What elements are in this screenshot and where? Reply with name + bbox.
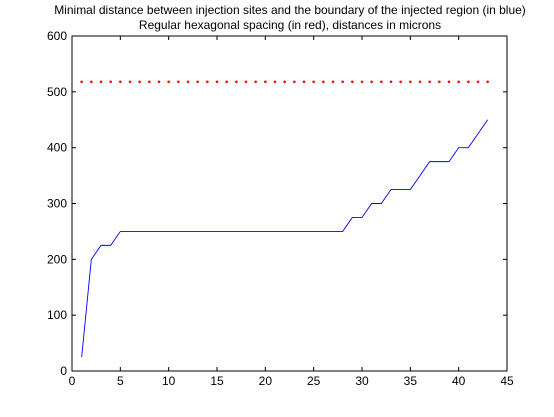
data-point-red [409, 80, 412, 84]
data-point-red [302, 80, 306, 84]
data-point-red [312, 80, 315, 84]
y-tick-label: 0 [60, 364, 67, 378]
data-point-red [99, 80, 103, 84]
data-point-red [457, 80, 460, 84]
y-tick-label: 400 [47, 141, 67, 155]
data-point-red [322, 80, 325, 84]
data-point-red [206, 80, 209, 84]
x-tick-label: 20 [259, 374, 273, 388]
data-point-red [380, 80, 383, 84]
series-group [80, 80, 489, 358]
data-point-red [341, 80, 344, 84]
data-point-red [119, 80, 122, 84]
chart-title: Minimal distance between injection sites… [54, 3, 526, 17]
data-point-red [80, 80, 83, 84]
x-tick-label: 45 [500, 374, 514, 388]
chart-subtitle: Regular hexagonal spacing (in red), dist… [139, 18, 441, 32]
data-point-red [486, 80, 489, 84]
data-point-red [370, 80, 373, 84]
data-point-red [399, 80, 402, 84]
y-tick-label: 200 [47, 252, 67, 266]
data-point-red [254, 80, 257, 84]
data-point-red [447, 80, 451, 84]
y-tick-label: 500 [47, 85, 67, 99]
data-point-red [225, 80, 228, 84]
x-tick-label: 30 [355, 374, 369, 388]
x-tick-label: 10 [162, 374, 176, 388]
data-point-red [215, 80, 219, 84]
data-point-red [476, 80, 480, 84]
x-tick-label: 15 [210, 374, 224, 388]
x-tick-label: 5 [117, 374, 124, 388]
data-point-red [196, 80, 199, 84]
data-point-red [138, 80, 141, 84]
data-point-red [109, 80, 112, 84]
data-point-red [167, 80, 170, 84]
x-tick-label: 40 [452, 374, 466, 388]
data-point-red [235, 80, 238, 84]
data-point-red [418, 80, 422, 84]
x-tick-label: 35 [404, 374, 418, 388]
data-point-red [283, 80, 286, 84]
y-tick-label: 600 [47, 29, 67, 43]
y-tick-label: 300 [47, 197, 67, 211]
data-point-red [293, 80, 296, 84]
data-point-red [428, 80, 431, 84]
data-point-red [186, 80, 190, 84]
data-point-red [467, 80, 470, 84]
data-point-red [389, 80, 393, 84]
data-point-red [273, 80, 277, 84]
data-point-red [128, 80, 132, 84]
x-tick-label: 25 [307, 374, 321, 388]
data-point-red [90, 80, 93, 84]
data-point-red [331, 80, 335, 84]
data-point-red [360, 80, 364, 84]
data-point-red [351, 80, 354, 84]
data-point-red [244, 80, 248, 84]
plot-frame [71, 35, 508, 372]
data-point-red [177, 80, 180, 84]
series-line-blue [81, 119, 489, 358]
y-tick-label: 100 [47, 308, 67, 322]
data-point-red [438, 80, 441, 84]
x-tick-label: 0 [69, 374, 76, 388]
data-point-red [264, 80, 267, 84]
data-point-red [148, 80, 151, 84]
data-point-red [157, 80, 161, 84]
axis-ticks: 0 5 10 15 20 25 30 35 40 45 0 100 200 300 400 500 600 [47, 29, 514, 388]
